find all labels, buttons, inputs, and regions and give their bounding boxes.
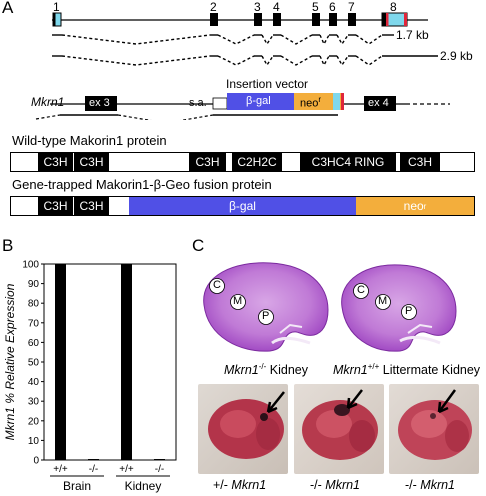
panel-a-label: A: [2, 0, 14, 17]
exon-number: 4: [273, 0, 280, 14]
exon-number: 8: [390, 0, 397, 14]
transcript-short: [52, 34, 394, 46]
neo-label: neor: [300, 95, 322, 110]
exon-number: 5: [312, 0, 319, 14]
domain: C3H: [73, 153, 109, 171]
medulla-label: M: [378, 295, 388, 307]
panel-c-label: C: [192, 236, 205, 255]
bar: [121, 264, 132, 460]
exon-6: [329, 13, 337, 26]
bgal-label: β-gal: [246, 95, 271, 107]
group-label: Brain: [63, 479, 91, 493]
cortex-label: C: [213, 279, 221, 291]
exon-2: [210, 13, 218, 26]
x-tick-label: +/+: [53, 464, 68, 475]
exon-number: 7: [348, 0, 355, 14]
kidney-caption-left: Mkrn1-/- Kidney: [224, 362, 308, 378]
embryo-photo-ko-2: [389, 384, 479, 474]
transcript-size-long: 2.9 kb: [440, 49, 473, 63]
transcript-size-short: 1.7 kb: [396, 28, 429, 42]
insertion-vector-title: Insertion vector: [226, 77, 309, 91]
y-tick-label: 20: [28, 416, 40, 427]
fusion-bgal-segment: β-gal: [129, 197, 356, 215]
gene-name-mkrn1: Mkrn1: [31, 95, 65, 109]
transcript-long: [52, 55, 438, 67]
domain: C2H2C: [232, 153, 282, 171]
domain: C3H: [38, 153, 73, 171]
embryo-caption: -/- Mkrn1: [310, 478, 361, 492]
exon-5: [312, 13, 320, 26]
exon-3-label: ex 3: [89, 97, 110, 109]
wild-type-title: Wild-type Makorin1 protein: [12, 133, 167, 148]
neo-box: [294, 93, 344, 110]
domain: C3H: [189, 153, 226, 171]
y-tick-label: 30: [28, 397, 40, 408]
embryo-caption: -/- Mkrn1: [405, 478, 456, 492]
cortex-label: C: [357, 284, 365, 296]
y-tick-label: 40: [28, 377, 40, 388]
fusion-neo-segment: neo r: [356, 197, 474, 215]
kidney-caption-right: Mkrn1+/+ Littermate Kidney: [333, 362, 481, 378]
group-label: Kidney: [125, 479, 162, 493]
x-tick-label: +/+: [119, 464, 134, 475]
domain: C3H: [73, 197, 109, 215]
embryo-caption: +/- Mkrn1: [213, 478, 267, 492]
exon-number: 3: [254, 0, 261, 14]
embryo-photo-ko-1: [294, 384, 384, 474]
medulla-label: M: [233, 295, 243, 307]
fusion-protein-bar: C3H C3H β-gal neo r: [10, 196, 475, 216]
sa-box: [212, 97, 228, 110]
exon-3-box: [85, 96, 117, 111]
embryo-photo-het: [198, 384, 288, 474]
bar: [55, 264, 66, 460]
y-tick-label: 70: [28, 318, 40, 329]
domain: C3HC4 RING: [300, 153, 396, 171]
exon-number: 1: [53, 0, 60, 14]
splice-acceptor-label: s.a.: [189, 97, 207, 109]
y-tick-label: 50: [28, 358, 40, 369]
bar: [154, 459, 165, 460]
exon-4-box: [364, 96, 396, 111]
bar: [88, 459, 99, 460]
domain: C3H: [400, 153, 440, 171]
exon-3: [254, 13, 262, 26]
panel-b-label: B: [2, 236, 14, 255]
x-tick-label: -/-: [155, 464, 164, 475]
kidney-sections-image: [203, 262, 457, 352]
y-tick-label: 80: [28, 299, 40, 310]
x-tick-label: -/-: [89, 464, 98, 475]
exon-number: 6: [329, 0, 336, 14]
y-tick-label: 100: [22, 260, 39, 271]
fusion-title: Gene-trapped Makorin1-β-Geo fusion prote…: [12, 177, 272, 192]
y-tick-label: 60: [28, 338, 40, 349]
wild-type-protein-bar: C3H C3H C3H C2H2C C3HC4 RING C3H: [10, 152, 475, 172]
domain: C3H: [38, 197, 73, 215]
exon-number: 2: [210, 0, 217, 14]
bgal-box: [227, 93, 294, 110]
y-tick-label: 90: [28, 279, 40, 290]
exon-7: [348, 13, 356, 26]
gene-structure-diagram: [35, 12, 450, 120]
y-axis-label: Mkrn1 % Relative Expression: [3, 283, 17, 440]
y-tick-label: 0: [33, 456, 39, 467]
y-tick-label: 10: [28, 436, 40, 447]
expression-bar-chart: 0 10 20 30 40 50 60 70 80 90 100 Mkrn1 % Relative E…: [3, 260, 177, 493]
exon-4-label: ex 4: [368, 97, 389, 109]
exon-4: [273, 13, 281, 26]
pelvis-label: P: [262, 310, 270, 322]
pelvis-label: P: [405, 305, 413, 317]
